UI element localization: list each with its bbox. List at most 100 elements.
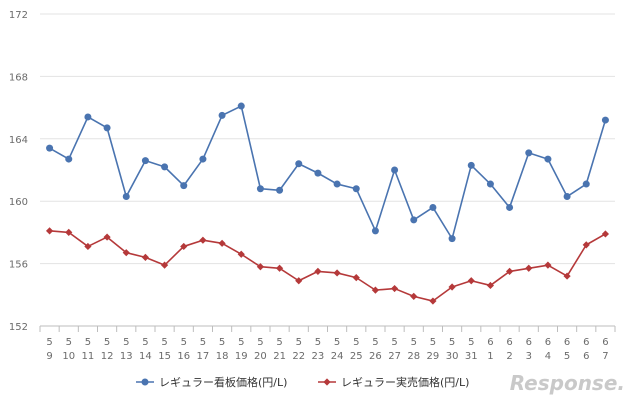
y-tick-label: 156 bbox=[9, 260, 28, 271]
data-point bbox=[410, 216, 418, 224]
legend: レギュラー看板価格(円/L) レギュラー実売価格(円/L) bbox=[136, 375, 469, 389]
data-point bbox=[103, 233, 111, 241]
data-point bbox=[276, 186, 284, 194]
x-tick-day: 18 bbox=[216, 351, 229, 362]
data-point bbox=[180, 182, 188, 190]
x-tick-day: 4 bbox=[545, 351, 551, 362]
x-tick-month: 5 bbox=[315, 337, 321, 348]
x-tick-month: 6 bbox=[487, 337, 493, 348]
x-tick-day: 26 bbox=[369, 351, 382, 362]
x-tick-day: 6 bbox=[583, 351, 589, 362]
series-line bbox=[49, 230, 606, 302]
x-tick-day: 22 bbox=[292, 351, 305, 362]
x-tick-month: 5 bbox=[411, 337, 417, 348]
data-point bbox=[45, 227, 54, 235]
data-point bbox=[218, 239, 226, 247]
data-point bbox=[84, 242, 92, 251]
data-point bbox=[563, 272, 571, 280]
data-point bbox=[582, 180, 590, 188]
data-point bbox=[256, 263, 265, 271]
x-tick-day: 25 bbox=[350, 351, 363, 362]
y-tick-label: 160 bbox=[9, 197, 28, 208]
data-point bbox=[563, 193, 571, 201]
data-point bbox=[160, 261, 169, 269]
x-tick-month: 5 bbox=[142, 337, 148, 348]
data-point bbox=[199, 155, 207, 163]
x-tick-month: 5 bbox=[161, 337, 167, 348]
data-point bbox=[122, 193, 130, 201]
data-point bbox=[467, 161, 475, 169]
data-point bbox=[295, 277, 303, 285]
y-tick-label: 164 bbox=[9, 135, 28, 146]
x-tick-day: 5 bbox=[564, 351, 570, 362]
x-tick-month: 5 bbox=[334, 337, 340, 348]
data-point bbox=[275, 264, 284, 272]
y-tick-label: 168 bbox=[9, 72, 28, 83]
legend-item-2: レギュラー実売価格(円/L) bbox=[318, 375, 469, 389]
x-tick-day: 3 bbox=[526, 351, 532, 362]
data-point bbox=[161, 163, 169, 171]
data-point bbox=[429, 203, 437, 211]
data-point bbox=[448, 283, 456, 291]
x-tick-day: 23 bbox=[312, 351, 325, 362]
x-tick-day: 24 bbox=[331, 351, 344, 362]
x-tick-month: 5 bbox=[181, 337, 187, 348]
x-tick-day: 16 bbox=[177, 351, 190, 362]
x-tick-month: 5 bbox=[353, 337, 359, 348]
x-tick-month: 6 bbox=[602, 337, 608, 348]
series-1 bbox=[46, 102, 609, 243]
x-tick-month: 5 bbox=[296, 337, 302, 348]
data-point bbox=[390, 284, 399, 293]
data-point bbox=[371, 286, 380, 294]
x-tick-month: 5 bbox=[219, 337, 225, 348]
data-point bbox=[371, 227, 379, 235]
x-tick-day: 7 bbox=[602, 351, 608, 362]
x-tick-day: 15 bbox=[158, 351, 171, 362]
series-lines bbox=[45, 102, 610, 305]
data-point bbox=[314, 169, 322, 177]
data-point bbox=[505, 267, 514, 275]
x-tick-month: 5 bbox=[430, 337, 436, 348]
data-point bbox=[410, 292, 418, 300]
x-tick-month: 6 bbox=[545, 337, 551, 348]
x-tick-day: 17 bbox=[197, 351, 210, 362]
data-point bbox=[486, 180, 494, 188]
data-point bbox=[333, 180, 341, 188]
data-point bbox=[601, 230, 610, 238]
data-point bbox=[391, 166, 399, 174]
x-tick-day: 31 bbox=[465, 351, 478, 362]
data-point bbox=[122, 249, 130, 257]
x-tick-day: 2 bbox=[506, 351, 512, 362]
data-point bbox=[237, 250, 245, 258]
data-point bbox=[525, 149, 533, 157]
watermark: Response. bbox=[510, 371, 625, 395]
x-tick-day: 20 bbox=[254, 351, 267, 362]
x-tick-day: 29 bbox=[427, 351, 440, 362]
data-point bbox=[65, 155, 73, 163]
y-tick-label: 172 bbox=[9, 10, 28, 21]
x-tick-month: 5 bbox=[391, 337, 397, 348]
x-tick-month: 5 bbox=[104, 337, 110, 348]
watermark-text: Response. bbox=[510, 371, 625, 395]
data-point bbox=[141, 253, 150, 261]
x-tick-day: 9 bbox=[46, 351, 52, 362]
x-tick-month: 5 bbox=[257, 337, 263, 348]
data-point bbox=[46, 144, 54, 152]
data-point bbox=[544, 261, 552, 269]
data-point bbox=[180, 242, 188, 251]
data-point bbox=[237, 102, 245, 110]
data-point bbox=[429, 297, 437, 305]
gridlines bbox=[40, 13, 615, 327]
data-point bbox=[314, 267, 322, 275]
x-tick-month: 5 bbox=[372, 337, 378, 348]
x-tick-day: 27 bbox=[388, 351, 401, 362]
x-tick-month: 5 bbox=[66, 337, 72, 348]
x-tick-month: 5 bbox=[468, 337, 474, 348]
data-point bbox=[582, 241, 590, 249]
data-point bbox=[544, 155, 552, 163]
y-tick-label: 152 bbox=[9, 322, 28, 333]
x-tick-month: 5 bbox=[276, 337, 282, 348]
x-tick-day: 11 bbox=[82, 351, 95, 362]
x-tick-month: 5 bbox=[238, 337, 244, 348]
x-tick-day: 30 bbox=[446, 351, 459, 362]
